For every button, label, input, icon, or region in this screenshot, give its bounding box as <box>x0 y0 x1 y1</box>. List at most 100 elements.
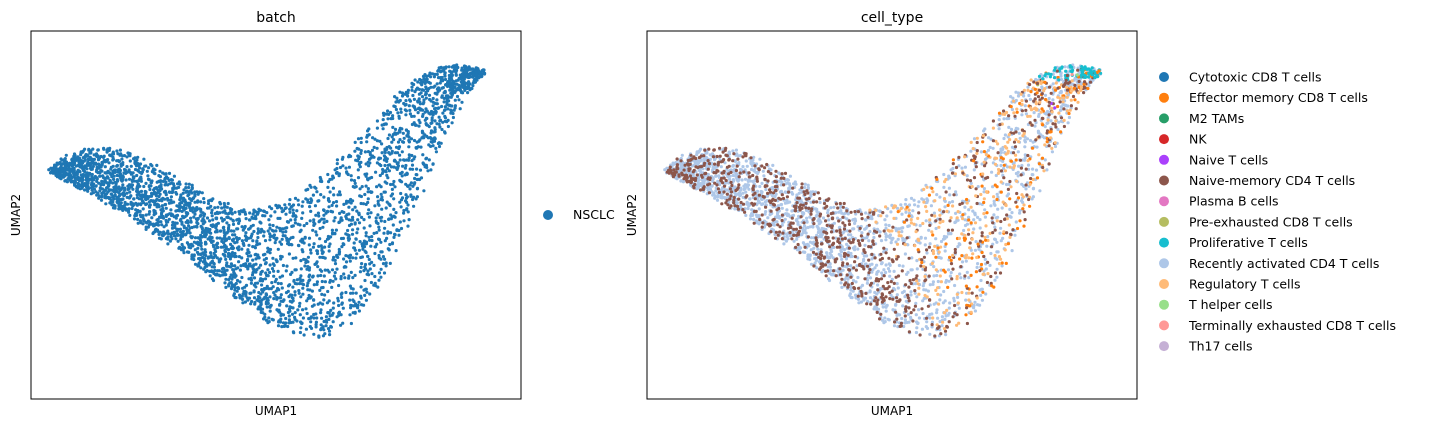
scatter-point <box>312 316 316 320</box>
scatter-point <box>331 201 336 205</box>
scatter-point <box>213 268 217 273</box>
scatter-point <box>347 274 351 278</box>
scatter-point <box>310 289 314 293</box>
scatter-point <box>240 275 244 280</box>
scatter-point <box>67 163 71 167</box>
scatter-point <box>170 237 174 241</box>
scatter-point <box>101 174 105 178</box>
scatter-point <box>272 291 276 295</box>
scatter-point <box>896 286 900 290</box>
scatter-point <box>401 131 405 135</box>
scatter-point <box>59 173 63 177</box>
scatter-point <box>379 250 383 254</box>
scatter-point <box>381 262 386 266</box>
scatter-point <box>275 225 279 229</box>
scatter-point <box>379 163 383 168</box>
scatter-point <box>141 207 145 211</box>
scatter-point <box>273 293 277 297</box>
scatter-point <box>390 242 394 246</box>
scatter-point <box>1005 194 1009 198</box>
scatter-point <box>326 185 330 189</box>
scatter-point <box>290 204 294 208</box>
scatter-point <box>934 226 938 231</box>
batch-legend: NSCLC <box>543 207 615 222</box>
scatter-point <box>379 240 383 244</box>
scatter-point <box>111 158 115 162</box>
scatter-point <box>910 256 914 260</box>
scatter-point <box>449 95 453 99</box>
scatter-point <box>84 185 89 189</box>
scatter-point <box>270 267 275 271</box>
scatter-point <box>199 209 203 213</box>
scatter-point <box>379 192 383 196</box>
scatter-point <box>911 209 915 213</box>
scatter-point <box>384 264 388 268</box>
scatter-point <box>357 300 361 304</box>
scatter-point <box>326 289 330 294</box>
scatter-point <box>227 223 231 227</box>
scatter-point <box>279 299 283 303</box>
scatter-point <box>405 200 409 204</box>
scatter-point <box>311 245 315 249</box>
scatter-point <box>58 176 62 180</box>
scatter-point <box>256 231 260 235</box>
scatter-point <box>331 186 335 190</box>
scatter-point <box>64 153 68 157</box>
scatter-point <box>864 211 868 215</box>
scatter-point <box>318 268 322 272</box>
scatter-point <box>1066 104 1070 108</box>
scatter-point <box>226 227 231 231</box>
scatter-point <box>297 289 301 293</box>
scatter-point <box>454 72 458 76</box>
scatter-point <box>331 174 335 178</box>
scatter-point <box>251 258 255 262</box>
scatter-point <box>1063 65 1067 69</box>
scatter-point <box>235 227 239 231</box>
scatter-point <box>284 321 288 325</box>
scatter-point <box>281 263 285 268</box>
scatter-point <box>317 334 321 338</box>
scatter-point <box>460 66 464 70</box>
scatter-point <box>175 192 179 196</box>
scatter-point <box>193 194 197 198</box>
scatter-point <box>367 257 371 262</box>
scatter-point <box>327 199 331 203</box>
scatter-point <box>89 192 93 196</box>
scatter-point <box>390 140 394 144</box>
scatter-point <box>99 154 103 159</box>
scatter-point <box>152 188 156 192</box>
scatter-point <box>119 162 123 166</box>
scatter-point <box>362 239 366 243</box>
scatter-point <box>381 255 385 259</box>
scatter-point <box>187 243 191 247</box>
scatter-point <box>354 256 358 260</box>
scatter-point <box>182 251 186 255</box>
scatter-point <box>240 239 244 243</box>
scatter-point <box>314 261 318 265</box>
scatter-point <box>405 184 409 188</box>
scatter-point <box>249 278 254 282</box>
scatter-point <box>229 229 233 233</box>
scatter-point <box>450 121 454 125</box>
scatter-point <box>1038 189 1042 193</box>
scatter-point <box>928 332 932 336</box>
scatter-point <box>328 280 332 284</box>
scatter-point <box>259 221 263 225</box>
scatter-point <box>320 286 324 290</box>
scatter-point <box>209 251 213 255</box>
scatter-point <box>304 258 308 262</box>
scatter-point <box>399 205 403 209</box>
scatter-point <box>264 318 268 322</box>
scatter-point <box>252 229 256 234</box>
scatter-point <box>348 313 352 317</box>
scatter-point <box>415 186 420 190</box>
scatter-point <box>393 127 398 131</box>
scatter-point <box>355 159 360 163</box>
scatter-point <box>337 303 341 308</box>
scatter-point <box>271 256 275 260</box>
scatter-point <box>131 175 135 179</box>
scatter-point <box>281 230 285 234</box>
scatter-point <box>368 292 372 296</box>
scatter-point <box>304 327 308 331</box>
scatter-point <box>80 150 85 154</box>
